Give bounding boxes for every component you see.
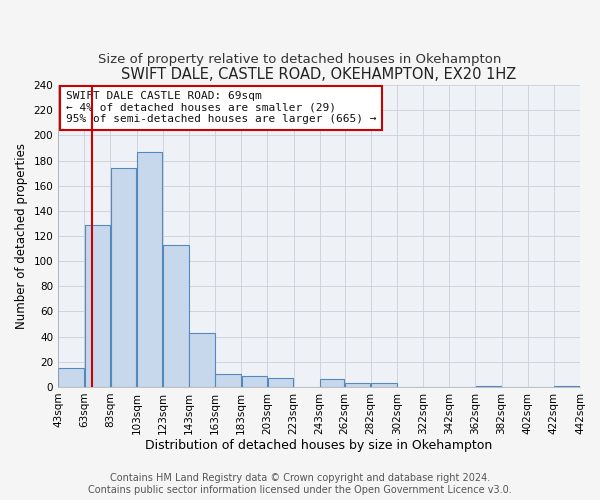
Text: SWIFT DALE CASTLE ROAD: 69sqm
← 4% of detached houses are smaller (29)
95% of se: SWIFT DALE CASTLE ROAD: 69sqm ← 4% of de… xyxy=(66,91,376,124)
Bar xyxy=(137,152,163,387)
Bar xyxy=(111,168,136,387)
X-axis label: Distribution of detached houses by size in Okehampton: Distribution of detached houses by size … xyxy=(145,440,493,452)
Bar xyxy=(163,245,188,387)
Bar xyxy=(58,368,84,387)
Y-axis label: Number of detached properties: Number of detached properties xyxy=(15,143,28,329)
Bar xyxy=(85,224,110,387)
Bar xyxy=(268,378,293,387)
Text: Size of property relative to detached houses in Okehampton: Size of property relative to detached ho… xyxy=(98,52,502,66)
Bar xyxy=(320,380,344,387)
Bar xyxy=(371,383,397,387)
Text: Contains HM Land Registry data © Crown copyright and database right 2024.
Contai: Contains HM Land Registry data © Crown c… xyxy=(88,474,512,495)
Bar xyxy=(189,333,215,387)
Bar xyxy=(554,386,580,387)
Title: SWIFT DALE, CASTLE ROAD, OKEHAMPTON, EX20 1HZ: SWIFT DALE, CASTLE ROAD, OKEHAMPTON, EX2… xyxy=(121,68,517,82)
Bar xyxy=(345,383,370,387)
Bar xyxy=(242,376,267,387)
Bar xyxy=(215,374,241,387)
Bar xyxy=(476,386,501,387)
